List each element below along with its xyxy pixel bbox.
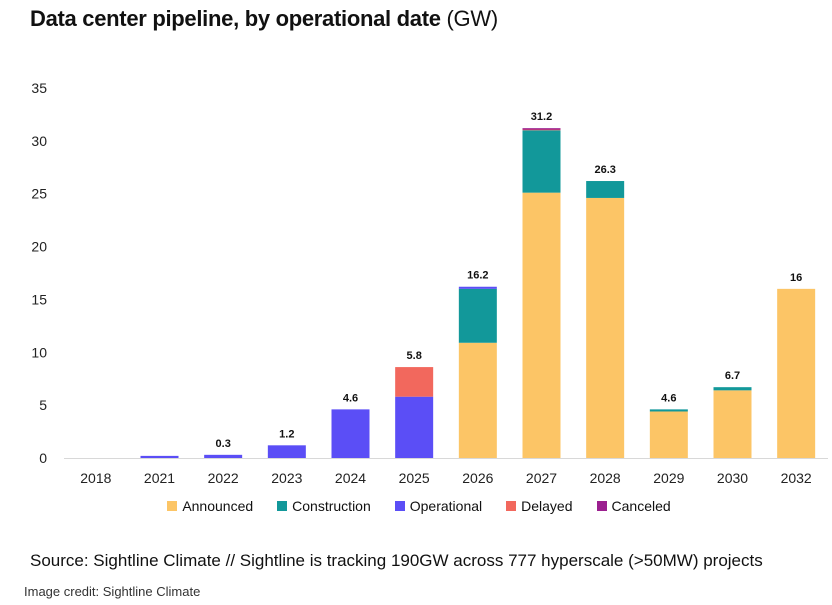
bar-announced-2028 bbox=[586, 197, 625, 458]
data-label: 1.2 bbox=[279, 428, 294, 440]
x-tick-label: 2023 bbox=[271, 470, 302, 486]
bar-operational-2024 bbox=[331, 409, 370, 458]
x-tick-label: 2028 bbox=[590, 470, 621, 486]
chart-title-text: Data center pipeline, by operational dat… bbox=[30, 6, 441, 31]
bar-delayed-2025 bbox=[395, 367, 434, 397]
x-tick-label: 2021 bbox=[144, 470, 175, 486]
image-credit: Image credit: Sightline Climate bbox=[24, 584, 201, 599]
x-tick-label: 2024 bbox=[335, 470, 366, 486]
data-label: 26.3 bbox=[594, 164, 615, 176]
y-axis: 0 5 10 15 20 25 30 35 bbox=[31, 80, 828, 466]
legend-item-announced: Announced bbox=[167, 498, 253, 514]
y-tick-label: 30 bbox=[31, 133, 47, 149]
legend-label: Delayed bbox=[521, 498, 573, 514]
source-note: Source: Sightline Climate // Sightline i… bbox=[30, 551, 763, 570]
data-label: 0.3 bbox=[216, 438, 231, 450]
legend-item-delayed: Delayed bbox=[506, 498, 573, 514]
x-tick-label: 2030 bbox=[717, 470, 748, 486]
legend-label: Construction bbox=[292, 498, 371, 514]
bar-construction-2027 bbox=[522, 130, 561, 193]
chart-title: Data center pipeline, by operational dat… bbox=[30, 6, 498, 32]
bar-announced-2026 bbox=[458, 342, 497, 458]
legend-swatch bbox=[596, 501, 607, 511]
bar-construction-2028 bbox=[586, 181, 625, 198]
data-label: 4.6 bbox=[343, 392, 358, 404]
bar-announced-2030 bbox=[713, 390, 752, 458]
legend: Announced Construction Operational Delayed C… bbox=[0, 498, 832, 514]
y-tick-label: 0 bbox=[39, 450, 47, 466]
bar-construction-2026 bbox=[458, 288, 497, 343]
legend-label: Canceled bbox=[611, 498, 671, 514]
data-label: 6.7 bbox=[725, 370, 740, 382]
data-label: 16.2 bbox=[467, 270, 488, 282]
bar-construction-2029 bbox=[649, 409, 688, 412]
legend-swatch bbox=[277, 501, 288, 511]
x-tick-label: 2022 bbox=[208, 470, 239, 486]
y-tick-label: 10 bbox=[31, 344, 47, 360]
legend-item-construction: Construction bbox=[277, 498, 371, 514]
bar-operational-2025 bbox=[395, 396, 434, 458]
bar-operational-2021 bbox=[140, 455, 179, 458]
bar-announced-2032 bbox=[777, 288, 816, 458]
y-tick-label: 20 bbox=[31, 239, 47, 255]
chart-title-unit: (GW) bbox=[446, 6, 499, 31]
data-label: 5.8 bbox=[407, 350, 422, 362]
data-label: 4.6 bbox=[661, 392, 676, 404]
legend-label: Operational bbox=[409, 498, 483, 514]
legend-swatch bbox=[167, 501, 178, 511]
bar-operational-2022 bbox=[204, 454, 243, 458]
y-tick-label: 5 bbox=[39, 397, 47, 413]
bar-announced-2027 bbox=[522, 192, 561, 458]
x-tick-label: 2029 bbox=[653, 470, 684, 486]
y-tick-label: 15 bbox=[31, 291, 47, 307]
y-tick-label: 25 bbox=[31, 186, 47, 202]
legend-label: Announced bbox=[182, 498, 254, 514]
bars bbox=[140, 128, 816, 458]
legend-swatch bbox=[394, 501, 405, 511]
data-labels: 0.3 1.2 4.6 5.8 16.2 31.2 26.3 4.6 6.7 16 bbox=[216, 111, 803, 450]
legend-item-canceled: Canceled bbox=[596, 498, 671, 514]
x-tick-label: 2026 bbox=[462, 470, 493, 486]
bar-announced-2029 bbox=[649, 411, 688, 458]
bar-operational-2026 bbox=[458, 286, 497, 289]
y-tick-label: 35 bbox=[31, 80, 47, 96]
data-label: 31.2 bbox=[531, 111, 552, 123]
x-tick-label: 2032 bbox=[781, 470, 812, 486]
x-tick-label: 2027 bbox=[526, 470, 557, 486]
bar-construction-2030 bbox=[713, 387, 752, 391]
x-axis: 2018 2021 2022 2023 2024 2025 2026 2027 2028 2029… bbox=[80, 470, 812, 486]
bar-canceled-2027 bbox=[522, 128, 561, 130]
legend-item-operational: Operational bbox=[394, 498, 483, 514]
x-tick-label: 2025 bbox=[399, 470, 430, 486]
bar-operational-2023 bbox=[267, 445, 306, 458]
data-label: 16 bbox=[790, 272, 802, 284]
legend-swatch bbox=[506, 501, 517, 511]
x-tick-label: 2018 bbox=[80, 470, 111, 486]
